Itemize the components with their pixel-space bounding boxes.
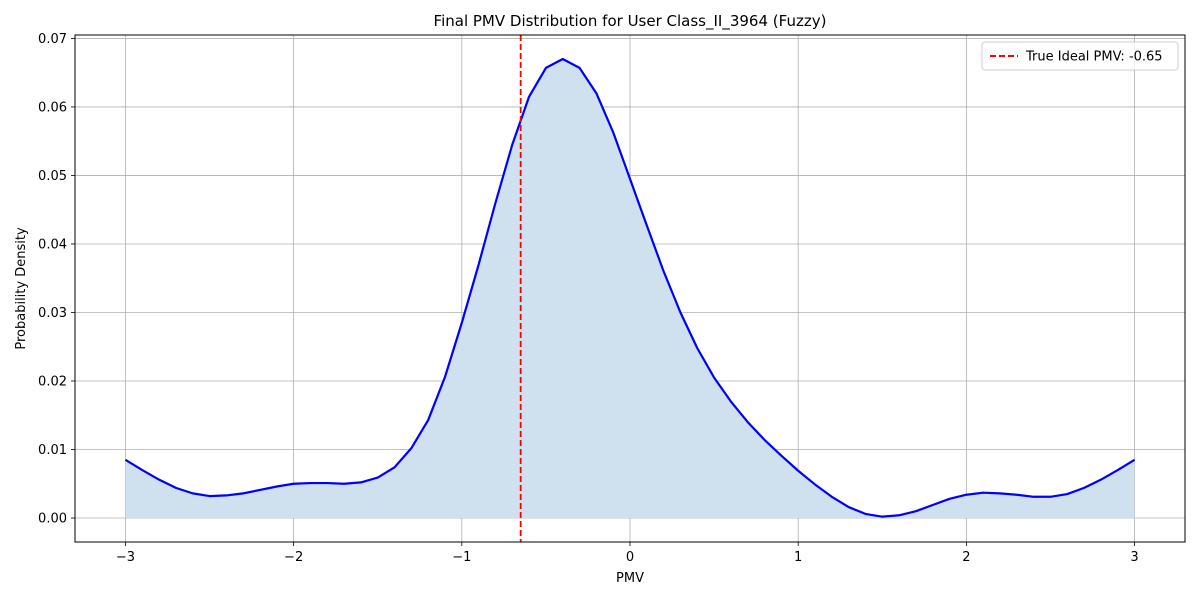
density-curve-line: [124, 57, 1136, 518]
plot-area: [124, 35, 1136, 542]
y-tick-label: 0.05: [38, 169, 67, 184]
y-tick-label: 0.00: [38, 512, 67, 527]
x-tick-label: −2: [284, 550, 303, 565]
y-tick-label: 0.02: [38, 374, 67, 389]
chart-title: Final PMV Distribution for User Class_II…: [434, 12, 827, 31]
y-tick-label: 0.07: [38, 32, 67, 47]
y-tick-label: 0.04: [38, 237, 67, 252]
legend-box: [981, 41, 1179, 71]
x-tick-label: 1: [794, 550, 802, 565]
legend: True Ideal PMV: -0.65: [981, 41, 1179, 71]
y-tick-label: 0.03: [38, 306, 67, 321]
density-fill-area: [125, 58, 1135, 519]
legend-label: True Ideal PMV: -0.65: [1025, 50, 1163, 65]
x-tick-label: −1: [452, 550, 471, 565]
y-tick-label: 0.06: [38, 100, 67, 115]
y-axis-label: Probability Density: [14, 227, 29, 350]
x-tick-label: 3: [1130, 550, 1138, 565]
y-tick-label: 0.01: [38, 443, 67, 458]
x-axis-label: PMV: [616, 571, 644, 586]
axis-ticks: −3 −2 −1 0 1 2 3 0.00 0.01 0.02 0.03 0.04 0.05 0.06 0.…: [38, 32, 1139, 565]
x-tick-label: −3: [116, 550, 135, 565]
x-tick-label: 0: [626, 550, 634, 565]
x-tick-label: 2: [962, 550, 970, 565]
